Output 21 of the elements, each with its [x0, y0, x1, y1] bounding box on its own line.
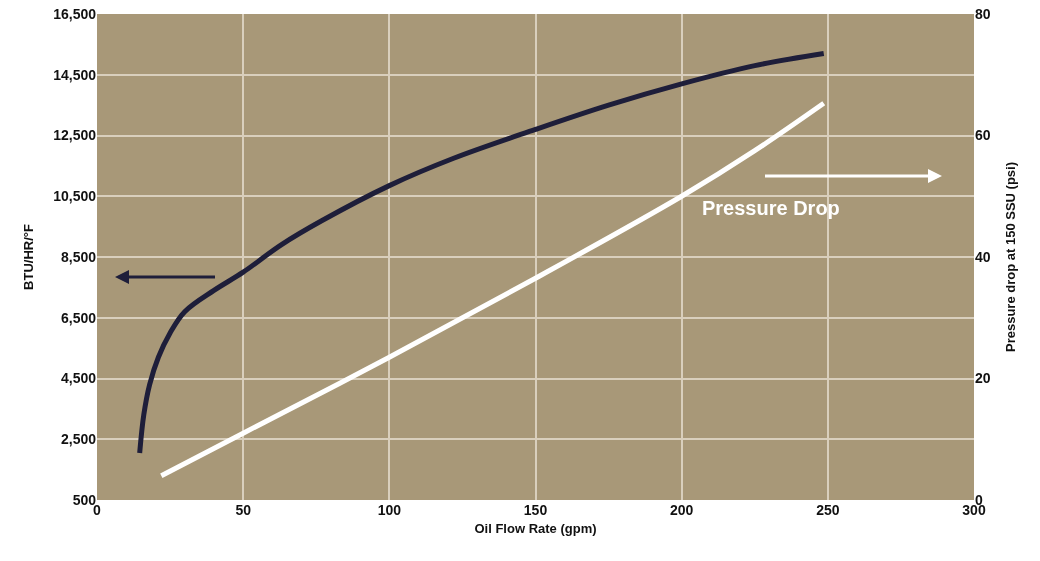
y2-axis-title: Pressure drop at 150 SSU (psi)	[1003, 161, 1019, 353]
y-tick-label: 6,500	[60, 309, 97, 326]
y-tick-label: 12,500	[53, 127, 97, 144]
y-tick-label: 14,500	[53, 66, 97, 83]
y-tick-label: 2,500	[60, 431, 97, 448]
annotation: Pressure Drop	[702, 197, 840, 219]
y2-tick-label: 40	[975, 248, 991, 265]
y2-tick-label: 20	[975, 370, 991, 387]
y-tick-label: 4,500	[60, 370, 97, 387]
y-axis-title: BTU/HR/°F	[21, 224, 37, 290]
y2-tick-label: 60	[975, 127, 991, 144]
y2-tick-label: 80	[975, 5, 991, 22]
x-axis-title: Oil Flow Rate (gpm)	[474, 520, 597, 536]
x-tick-label: 50	[235, 502, 252, 518]
x-tick-label: 100	[377, 502, 402, 518]
x-tick-label: 150	[523, 502, 548, 518]
y-tick-label: 8,500	[60, 248, 97, 265]
y-tick-label: 16,500	[53, 5, 97, 22]
x-tick-label: 200	[669, 502, 694, 518]
y-tick-label: 10,500	[53, 188, 97, 205]
x-tick-label: 250	[816, 502, 840, 518]
